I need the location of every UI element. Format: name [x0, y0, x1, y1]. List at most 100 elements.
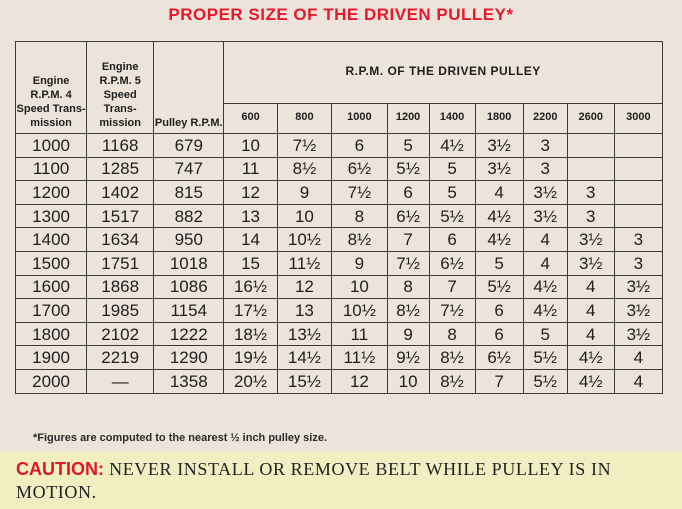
- table-cell: 2000: [14, 368, 88, 394]
- table-cell: 4½: [522, 298, 568, 323]
- table-cell: 12: [331, 368, 388, 394]
- table-cell: 10½: [276, 227, 333, 252]
- header-driven-rpm: 1000: [331, 103, 388, 134]
- table-cell: 950: [153, 227, 225, 252]
- table-cell: 12: [276, 274, 333, 300]
- caution-message: NEVER INSTALL OR REMOVE BELT WHILE PULLE…: [16, 459, 612, 502]
- table-cell: 3: [566, 180, 615, 205]
- table-cell: 1900: [14, 345, 88, 370]
- header-driven-rpm: 1200: [386, 103, 430, 134]
- table-cell: 10½: [331, 298, 388, 323]
- table-cell: [613, 180, 664, 205]
- table-row: 1100 1285 747 11 8½ 6½ 5½ 5 3½ 3: [14, 156, 664, 182]
- table-cell: 3: [566, 203, 615, 229]
- table-row: 1000 1168 679 10 7½ 6 5 4½ 3½ 3: [14, 133, 664, 158]
- table-cell: 3½: [474, 133, 524, 158]
- table-cell: 3: [613, 250, 664, 276]
- table-cell: 1868: [86, 274, 155, 300]
- table-cell: 7: [386, 227, 430, 252]
- table-cell: 4: [522, 250, 568, 276]
- table-cell: 882: [153, 203, 225, 229]
- table-cell: 4: [613, 345, 664, 370]
- table-cell: 18½: [223, 321, 278, 347]
- table-cell: 10: [223, 133, 278, 158]
- table-cell: 7½: [428, 298, 476, 323]
- table-cell: 6: [474, 321, 524, 347]
- header-driven-rpm: 600: [223, 103, 278, 134]
- table-cell: 1168: [86, 133, 155, 158]
- header-driven-rpm: 2600: [566, 103, 615, 134]
- caution-text: CAUTION: NEVER INSTALL OR REMOVE BELT WH…: [16, 458, 676, 504]
- table-cell: 4½: [566, 345, 615, 370]
- table-cell: 6: [331, 133, 388, 158]
- table-cell: 4½: [474, 203, 524, 229]
- table-cell: 15½: [276, 368, 333, 394]
- table-cell: 7½: [386, 250, 430, 276]
- header-engine-rpm-5-speed: Engine R.P.M. 5 Speed Trans- mission: [86, 41, 155, 134]
- table-cell: 6: [386, 180, 430, 205]
- table-cell: 11: [223, 156, 278, 182]
- table-cell: 3½: [613, 321, 664, 347]
- table-cell: 7½: [331, 180, 388, 205]
- table-row: 1200 1402 815 12 9 7½ 6 5 4 3½ 3: [14, 180, 664, 205]
- table-cell: 8½: [386, 298, 430, 323]
- table-cell: 4: [566, 321, 615, 347]
- caution-banner: CAUTION: NEVER INSTALL OR REMOVE BELT WH…: [0, 452, 682, 509]
- table-cell: [613, 156, 664, 182]
- table-cell: 8½: [428, 345, 476, 370]
- header-engine-rpm-4-speed: Engine R.P.M. 4 Speed Trans- mission: [14, 41, 88, 134]
- table-cell: 10: [386, 368, 430, 394]
- table-cell: 4: [522, 227, 568, 252]
- table-cell: 15: [223, 250, 278, 276]
- header-pulley-rpm: Pulley R.P.M.: [153, 41, 225, 134]
- table-cell: 11½: [276, 250, 333, 276]
- table-cell: 1402: [86, 180, 155, 205]
- table-cell: 1018: [153, 250, 225, 276]
- table-cell: 13: [276, 298, 333, 323]
- table-cell: 5½: [474, 274, 524, 300]
- table-cell: 1400: [14, 227, 88, 252]
- table-cell: 2219: [86, 345, 155, 370]
- table-cell: 5: [428, 180, 476, 205]
- table-cell: 14: [223, 227, 278, 252]
- table-row: 1400 1634 950 14 10½ 8½ 7 6 4½ 4 3½ 3: [14, 227, 664, 252]
- table-cell: 7½: [276, 133, 333, 158]
- table-cell: 3½: [566, 227, 615, 252]
- table-cell: 4½: [428, 133, 476, 158]
- table-row: 1600 1868 1086 16½ 12 10 8 7 5½ 4½ 4 3½: [14, 274, 664, 300]
- header-driven-rpm: 2200: [522, 103, 568, 134]
- table-cell: 1200: [14, 180, 88, 205]
- table-cell: [566, 156, 615, 182]
- table-cell: [566, 133, 615, 158]
- table-cell: 3½: [522, 203, 568, 229]
- table-cell: 1100: [14, 156, 88, 182]
- table-row: 1800 2102 1222 18½ 13½ 11 9 8 6 5 4 3½: [14, 321, 664, 347]
- table-cell: 8½: [276, 156, 333, 182]
- table-cell: 5: [522, 321, 568, 347]
- table-cell: 9: [331, 250, 388, 276]
- table-cell: [613, 133, 664, 158]
- table-cell: 4: [566, 298, 615, 323]
- table-cell: 1751: [86, 250, 155, 276]
- table-cell: 3½: [522, 180, 568, 205]
- table-cell: 5: [428, 156, 476, 182]
- page-title: PROPER SIZE OF THE DRIVEN PULLEY*: [168, 5, 514, 24]
- table-row: 1300 1517 882 13 10 8 6½ 5½ 4½ 3½ 3: [14, 203, 664, 229]
- table-cell: 1634: [86, 227, 155, 252]
- table-cell: 4½: [522, 274, 568, 300]
- table-cell: 8: [428, 321, 476, 347]
- table-cell: 1285: [86, 156, 155, 182]
- table-cell: 4½: [474, 227, 524, 252]
- table-cell: 747: [153, 156, 225, 182]
- header-driven-pulley-rpm: R.P.M. OF THE DRIVEN PULLEY: [223, 41, 663, 104]
- table-cell: 4: [474, 180, 524, 205]
- table-cell: 3½: [474, 156, 524, 182]
- table-cell: 10: [276, 203, 333, 229]
- table-row: 1500 1751 1018 15 11½ 9 7½ 6½ 5 4 3½ 3: [14, 250, 664, 276]
- table-cell: 1500: [14, 250, 88, 276]
- table-cell: 13: [223, 203, 278, 229]
- table-cell: 5: [474, 250, 524, 276]
- table-cell: 4: [566, 274, 615, 300]
- table-cell: 5½: [386, 156, 430, 182]
